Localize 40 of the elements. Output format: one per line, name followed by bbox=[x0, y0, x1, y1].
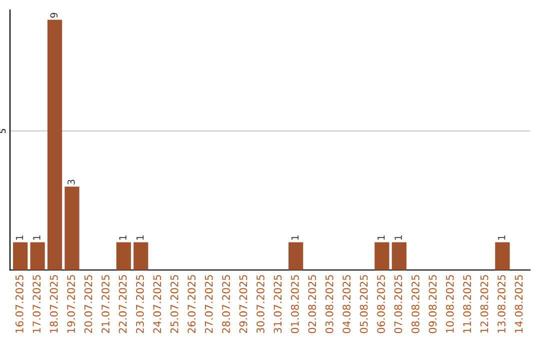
x-tick-label: 14.08.2025 bbox=[514, 275, 523, 333]
data-label: 9 bbox=[50, 12, 58, 18]
x-tick-label: 27.07.2025 bbox=[204, 275, 213, 334]
x-tick-label: 12.08.2025 bbox=[480, 275, 488, 333]
x-tick-label: 04.08.2025 bbox=[342, 275, 351, 334]
x-tick-label: 29.07.2025 bbox=[239, 275, 248, 334]
x-tick-label: 31.07.2025 bbox=[274, 275, 282, 334]
x-tick-label: 09.08.2025 bbox=[428, 275, 437, 334]
x-tick-label: 28.07.2025 bbox=[222, 275, 230, 334]
x-tick-label: 01.08.2025 bbox=[290, 275, 299, 334]
x-tick-label: 20.07.2025 bbox=[84, 275, 92, 334]
data-label: 1 bbox=[136, 236, 144, 240]
x-tick-label: 03.08.2025 bbox=[325, 275, 334, 334]
x-tick-label: 23.07.2025 bbox=[136, 275, 144, 334]
x-tick-label: 25.07.2025 bbox=[170, 275, 178, 334]
x-tick-label: 21.07.2025 bbox=[102, 275, 110, 334]
x-tick-label: 02.08.2025 bbox=[308, 275, 316, 334]
x-tick-label: 22.07.2025 bbox=[118, 275, 127, 334]
x-tick-label: 16.07.2025 bbox=[15, 275, 24, 333]
x-tick-label: 26.07.2025 bbox=[188, 275, 196, 334]
x-tick-label: 07.08.2025 bbox=[394, 275, 402, 334]
data-label: 1 bbox=[33, 236, 40, 240]
x-tick-label: 06.08.2025 bbox=[377, 275, 385, 334]
data-label: 1 bbox=[291, 236, 299, 240]
x-tick-label: 19.07.2025 bbox=[67, 275, 76, 333]
data-label: 1 bbox=[119, 236, 126, 240]
data-label: 3 bbox=[67, 180, 75, 184]
x-tick-label: 17.07.2025 bbox=[32, 275, 41, 333]
x-tick-label: 24.07.2025 bbox=[153, 275, 162, 334]
x-tick-label: 10.08.2025 bbox=[446, 275, 454, 333]
x-tick-label: 05.08.2025 bbox=[360, 275, 368, 334]
x-tick-label: 30.07.2025 bbox=[256, 275, 264, 334]
x-tick-label: 08.08.2025 bbox=[412, 275, 420, 334]
x-tick-label: 13.08.2025 bbox=[498, 275, 506, 333]
x-tick-label: 11.08.2025 bbox=[463, 275, 472, 333]
data-label: 1 bbox=[378, 236, 385, 240]
x-tick-label: 18.07.2025 bbox=[50, 275, 58, 333]
data-label: 1 bbox=[16, 236, 24, 240]
data-label: 1 bbox=[498, 236, 506, 240]
data-label: 1 bbox=[394, 236, 402, 240]
